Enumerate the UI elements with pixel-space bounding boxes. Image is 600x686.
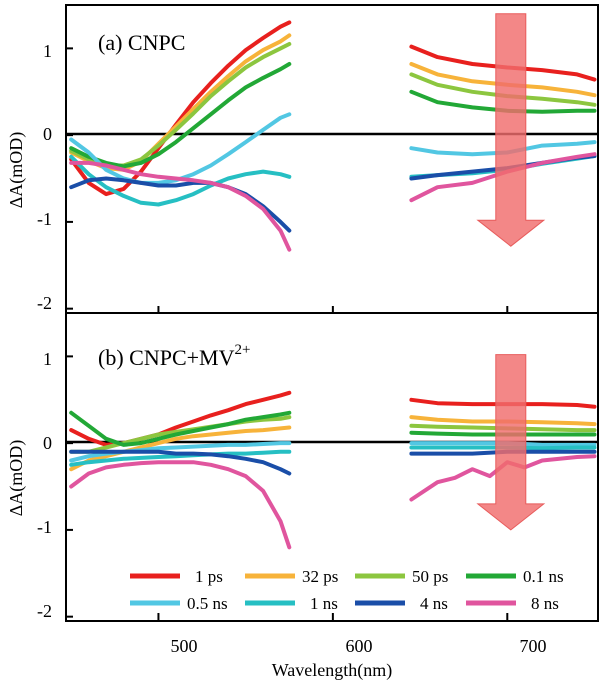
legend-item-50ps: 50 ps: [355, 567, 448, 586]
legend-label-0.1ns: 0.1 ns: [523, 567, 564, 586]
panel-b-ytick-m1: -1: [37, 517, 52, 537]
panel-a-decay-arrow: [476, 13, 546, 247]
panel-b-label-main: (b) CNPC+MV: [98, 345, 235, 370]
panel-b-label: (b) CNPC+MV2+: [98, 342, 250, 370]
panel-a-label: (a) CNPC: [98, 30, 185, 55]
legend-item-1ns: 1 ns: [245, 594, 338, 613]
panel-b-series-4ns-segment-1: [69, 449, 292, 476]
xtick-700: 700: [520, 636, 547, 656]
legend: 1 ps 32 ps 50 ps 0.1 ns 0.5 ns 1 ns 4 ns: [130, 567, 564, 613]
legend-item-0.1ns: 0.1 ns: [466, 567, 564, 586]
panel-b-series-1ns-segment-1: [69, 449, 292, 467]
tick-marks: [66, 47, 509, 621]
panel-b-series-8ns-segment-1: [69, 460, 292, 550]
panel-a-series-8ns-segment-1: [69, 160, 292, 252]
panel-b-ylabel: ΔA(mOD): [6, 440, 27, 517]
panel-b-decay-arrow: [476, 354, 546, 531]
legend-label-8ns: 8 ns: [531, 594, 559, 613]
panel-a-series-50ps-segment-1: [69, 42, 292, 168]
panel-b-ytick-m2: -2: [37, 601, 52, 621]
legend-item-4ns: 4 ns: [355, 594, 448, 613]
panel-b-series-0.1ns-segment-1: [69, 410, 292, 447]
legend-label-0.5ns: 0.5 ns: [187, 594, 228, 613]
panel-b-ytick-0: 0: [43, 433, 52, 453]
panel-b: (b) CNPC+MV2+ 1 0 -1 -2 ΔA(mOD): [6, 342, 598, 621]
panel-a: (a) CNPC 1 0 -1 -2 ΔA(mOD): [6, 13, 598, 313]
panel-a-ytick-m2: -2: [37, 293, 52, 313]
panel-b-arrow-shape: [476, 354, 546, 531]
legend-item-0.5ns: 0.5 ns: [130, 594, 228, 613]
xtick-500: 500: [171, 636, 198, 656]
panel-a-series-1ns-segment-1: [69, 154, 292, 207]
panel-b-series-50ps-segment-1: [69, 415, 292, 454]
panel-a-series-1ps-segment-1: [69, 20, 292, 197]
panel-a-ylabel: ΔA(mOD): [6, 132, 27, 209]
legend-item-32ps: 32 ps: [245, 567, 338, 586]
panel-b-series-32ps-segment-1: [69, 425, 292, 472]
panel-a-ytick-m1: -1: [37, 209, 52, 229]
x-axis-title: Wavelength(nm): [272, 660, 393, 681]
legend-item-1ps: 1 ps: [130, 567, 223, 586]
panel-a-series-0.5ns-segment-1: [69, 112, 292, 185]
panel-a-arrow-shape: [476, 13, 546, 247]
panel-b-series-1ps-segment-1: [69, 390, 292, 447]
panel-a-ytick-1: 1: [43, 41, 52, 61]
legend-label-1ps: 1 ps: [195, 567, 223, 586]
legend-label-50ps: 50 ps: [412, 567, 448, 586]
panel-a-series-0.1ns-segment-1: [69, 62, 292, 169]
panel-a-series-32ps-segment-1: [69, 33, 292, 172]
legend-label-1ns: 1 ns: [310, 594, 338, 613]
legend-label-4ns: 4 ns: [420, 594, 448, 613]
panel-b-ytick-1: 1: [43, 349, 52, 369]
legend-item-8ns: 8 ns: [466, 594, 559, 613]
legend-label-32ps: 32 ps: [302, 567, 338, 586]
panel-a-ytick-0: 0: [43, 124, 52, 144]
xtick-600: 600: [346, 636, 373, 656]
panel-b-label-superscript: 2+: [234, 342, 250, 358]
